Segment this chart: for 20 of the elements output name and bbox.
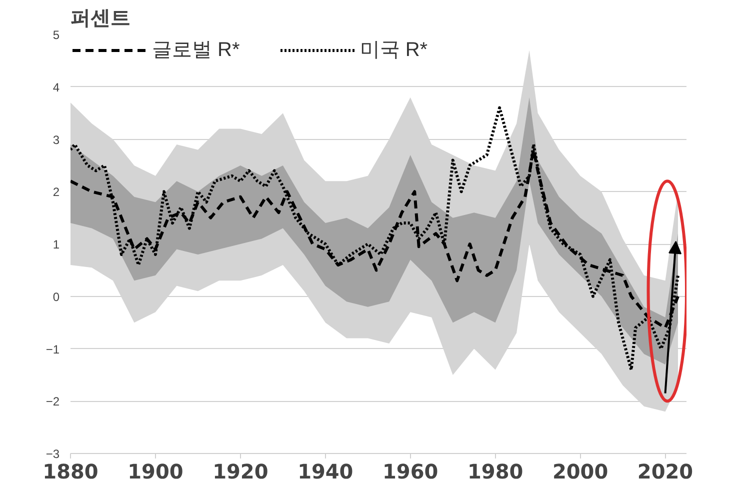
- y-tick-label: −3: [46, 447, 60, 461]
- legend-label: 글로벌 R*: [152, 38, 240, 63]
- x-tick-label: 1980: [467, 460, 524, 481]
- y-tick-label: 0: [52, 290, 60, 304]
- x-tick-label: 2000: [552, 460, 608, 481]
- y-tick-label: −2: [46, 394, 60, 409]
- x-tick-label: 1920: [212, 460, 268, 481]
- y-tick-label: 4: [52, 80, 60, 94]
- y-tick-label: 1: [52, 238, 60, 252]
- y-tick-label: 2: [52, 185, 60, 200]
- x-tick-label: 1940: [298, 460, 354, 481]
- x-tick-label: 1900: [128, 460, 184, 481]
- y-axis-title: 퍼센트: [70, 8, 130, 30]
- legend-label: 미국 R*: [360, 38, 428, 63]
- y-tick-label: 5: [52, 28, 60, 42]
- x-tick-label: 1960: [382, 460, 438, 481]
- y-tick-label: 3: [52, 132, 60, 147]
- x-tick-label: 1880: [42, 460, 98, 481]
- x-tick-label: 2020: [637, 460, 694, 481]
- y-tick-label: −1: [46, 342, 60, 356]
